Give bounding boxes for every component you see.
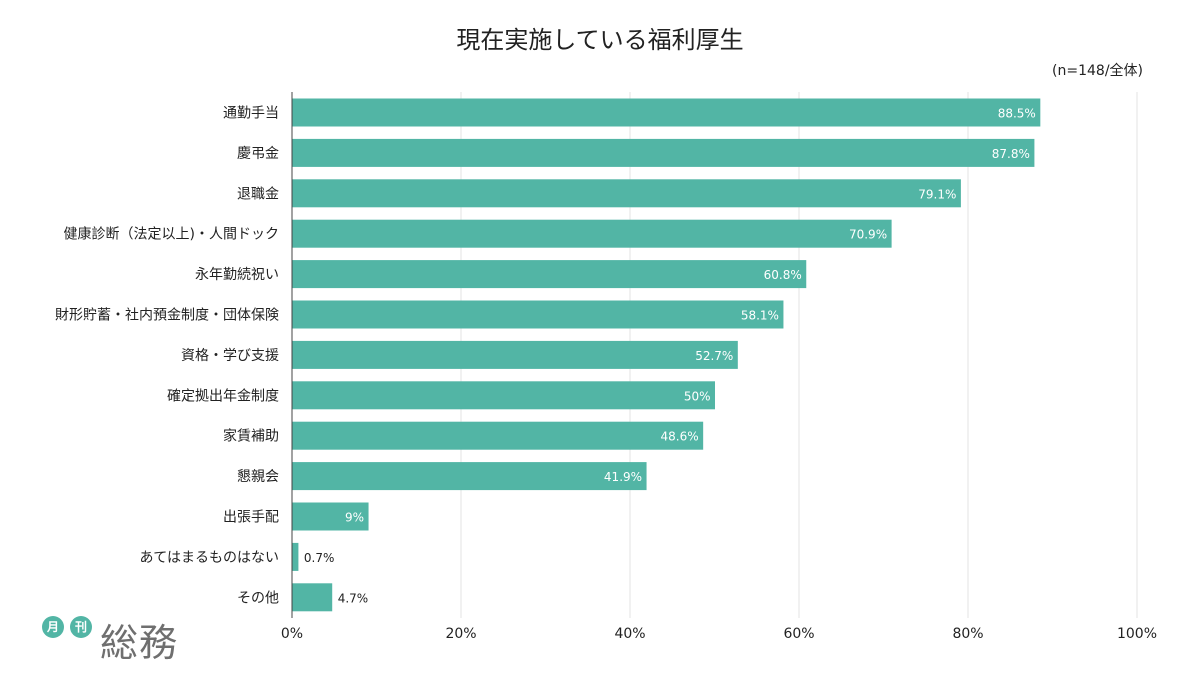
publication-logo: 月 刊 総務 <box>40 612 190 672</box>
data-label: 48.6% <box>661 430 699 444</box>
data-label: 60.8% <box>764 268 802 282</box>
bar <box>292 260 807 289</box>
bar <box>292 219 892 248</box>
sample-size-note: (n=148/全体) <box>1052 63 1143 79</box>
bar <box>292 381 715 410</box>
bar <box>292 462 647 491</box>
bar <box>292 542 299 571</box>
x-tick-label: 100% <box>1117 626 1157 642</box>
x-tick-label: 0% <box>281 626 303 642</box>
data-label: 58.1% <box>741 309 779 323</box>
category-label: 家賃補助 <box>223 428 279 445</box>
category-label: 資格・学び支援 <box>181 348 279 364</box>
bar <box>292 340 738 369</box>
data-label: 70.9% <box>849 228 887 242</box>
category-label: 出張手配 <box>223 510 279 526</box>
category-labels: 通勤手当慶弔金退職金健康診断（法定以上)・人間ドック永年勤続祝い財形貯蓄・社内預… <box>55 106 279 607</box>
category-label: あてはまるものはない <box>140 550 279 566</box>
x-tick-label: 80% <box>952 626 983 642</box>
bar <box>292 421 704 450</box>
data-label: 52.7% <box>695 349 733 363</box>
chart-title: 現在実施している福利厚生 <box>456 26 744 54</box>
category-label: 確定拠出年金制度 <box>167 388 279 404</box>
x-tick-labels: 0% 20% 40% 60% 80% 100% <box>281 626 1157 642</box>
data-label: 9% <box>345 511 364 525</box>
category-label: 永年勤続祝い <box>195 266 279 283</box>
data-label: 4.7% <box>338 591 369 605</box>
bar <box>292 502 369 531</box>
category-label: 健康診断（法定以上)・人間ドック <box>64 226 279 243</box>
x-tick-label: 40% <box>614 626 645 642</box>
bar <box>292 98 1041 127</box>
category-label: 懇親会 <box>237 468 279 485</box>
category-label: その他 <box>237 590 279 606</box>
category-label: 退職金 <box>237 186 279 202</box>
data-label: 0.7% <box>304 551 335 565</box>
category-label: 通勤手当 <box>223 106 279 122</box>
bar <box>292 583 333 612</box>
x-tick-label: 20% <box>445 626 476 642</box>
bars: 88.5% 87.8% 79.1% 70.9% 60.8% 58.1% 52.7% 50% 48… <box>292 98 1041 612</box>
x-tick-label: 60% <box>783 626 814 642</box>
data-label: 41.9% <box>604 470 642 484</box>
data-label: 88.5% <box>998 107 1036 121</box>
data-label: 79.1% <box>918 187 956 201</box>
logo-badge-month: 月 <box>42 616 64 638</box>
data-label: 87.8% <box>992 147 1030 161</box>
category-label: 慶弔金 <box>237 146 279 162</box>
bar <box>292 179 961 208</box>
bar <box>292 138 1035 167</box>
logo-wordmark: 総務 <box>100 621 179 665</box>
bar <box>292 300 784 329</box>
data-label: 50% <box>684 389 711 403</box>
logo-badge-issue: 刊 <box>70 616 92 638</box>
category-label: 財形貯蓄・社内預金制度・団体保険 <box>55 308 279 324</box>
